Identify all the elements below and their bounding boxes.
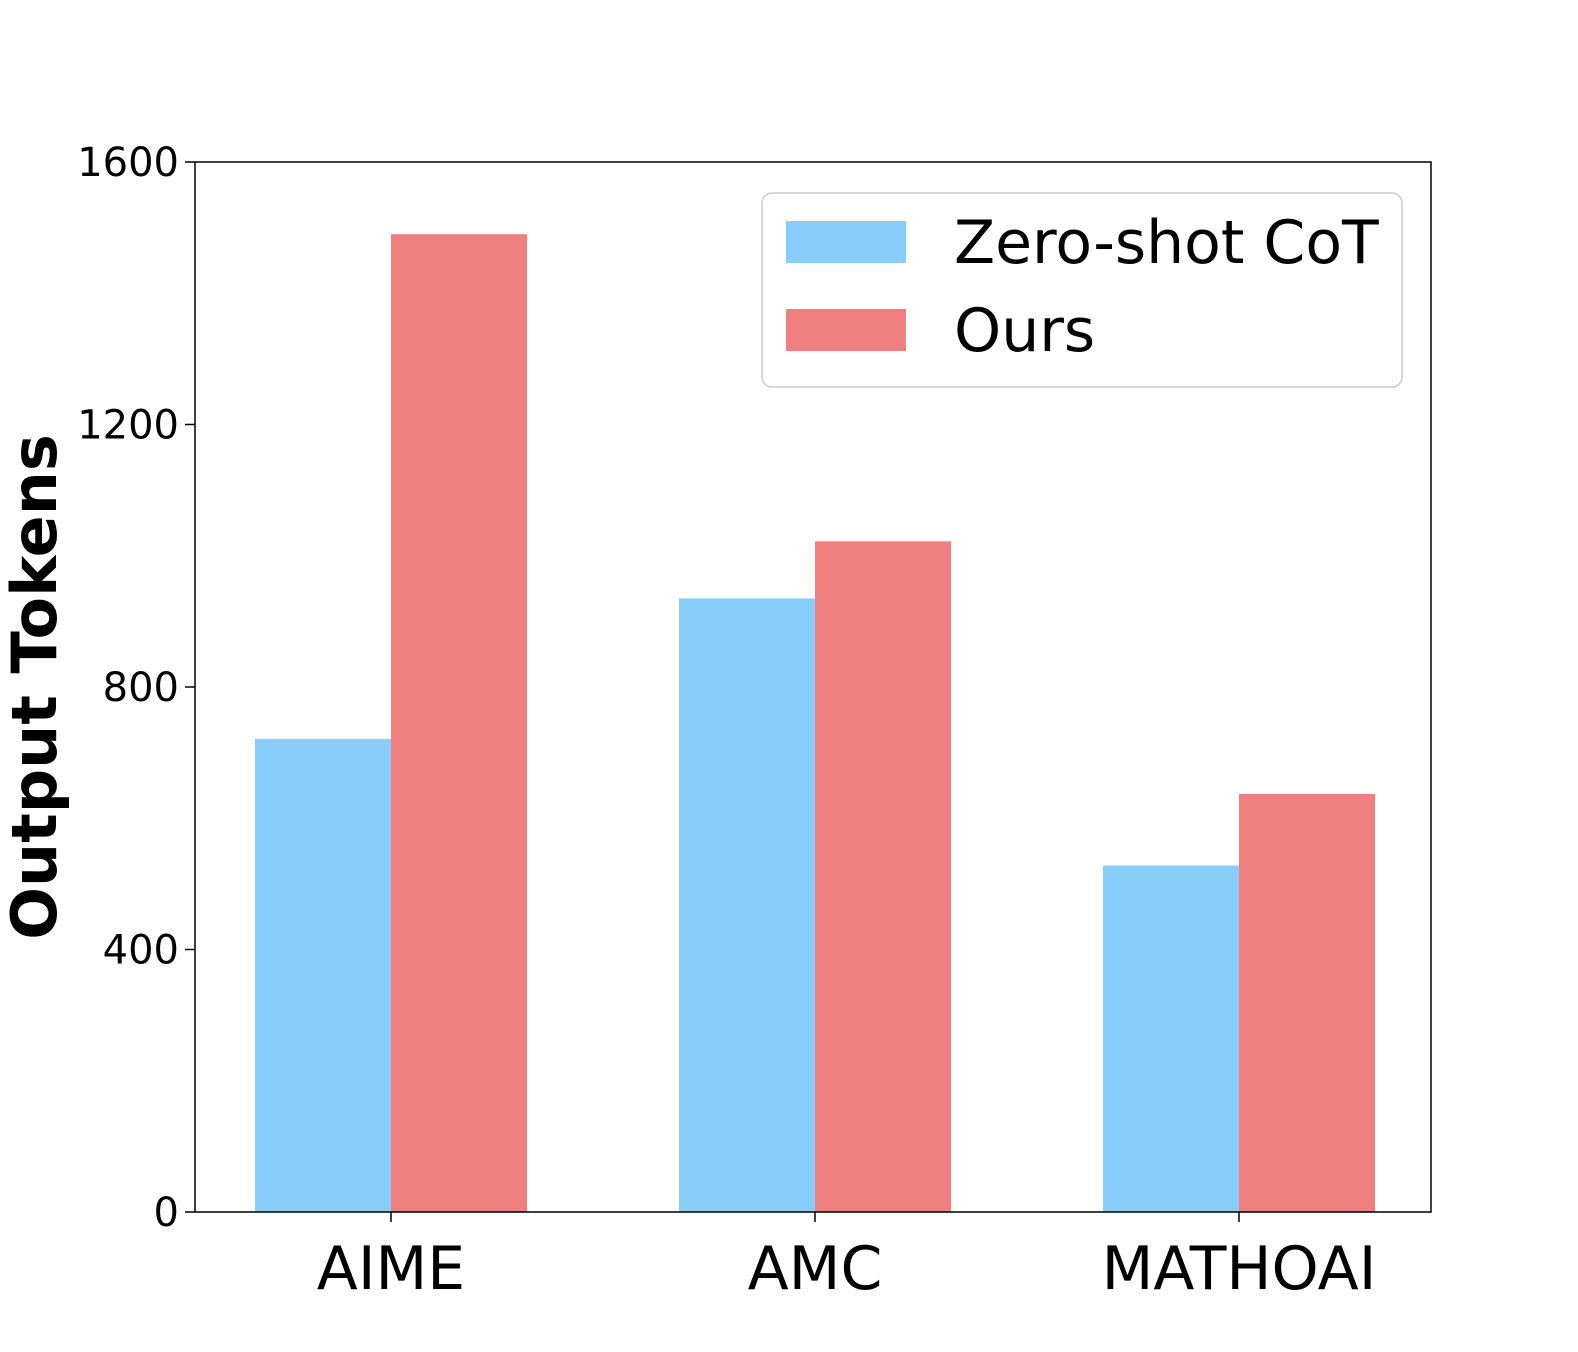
x-tick-label-mathoai: MATHOAI <box>1102 1234 1377 1304</box>
y-axis-label: Output Tokens <box>0 434 71 940</box>
bars-layer <box>255 234 1375 1212</box>
x-tick-label-aime: AIME <box>317 1234 465 1304</box>
bar-zero-shot-cot-mathoai <box>1103 865 1239 1212</box>
x-axis: AIME AMC MATHOAI <box>317 1212 1377 1304</box>
y-tick-label: 1600 <box>77 140 179 186</box>
bar-ours-amc <box>815 541 951 1212</box>
legend-swatch-zero-shot-cot <box>786 221 906 263</box>
legend-frame <box>761 192 1403 388</box>
legend-label-ours: Ours <box>954 296 1095 366</box>
bar-ours-aime <box>391 234 527 1212</box>
y-tick-label: 1200 <box>77 403 179 449</box>
y-tick-label: 800 <box>103 665 179 711</box>
bar-zero-shot-cot-amc <box>679 598 815 1212</box>
x-tick-label-amc: AMC <box>748 1234 883 1304</box>
legend-swatch-ours <box>786 309 906 351</box>
legend: Zero-shot CoT Ours <box>761 192 1403 388</box>
y-axis: 0 400 800 1200 1600 <box>77 140 195 1236</box>
y-tick-label: 0 <box>154 1190 179 1236</box>
bar-zero-shot-cot-aime <box>255 738 391 1212</box>
bar-ours-mathoai <box>1239 793 1375 1212</box>
legend-label-zero-shot-cot: Zero-shot CoT <box>954 208 1379 278</box>
y-tick-label: 400 <box>103 928 179 974</box>
